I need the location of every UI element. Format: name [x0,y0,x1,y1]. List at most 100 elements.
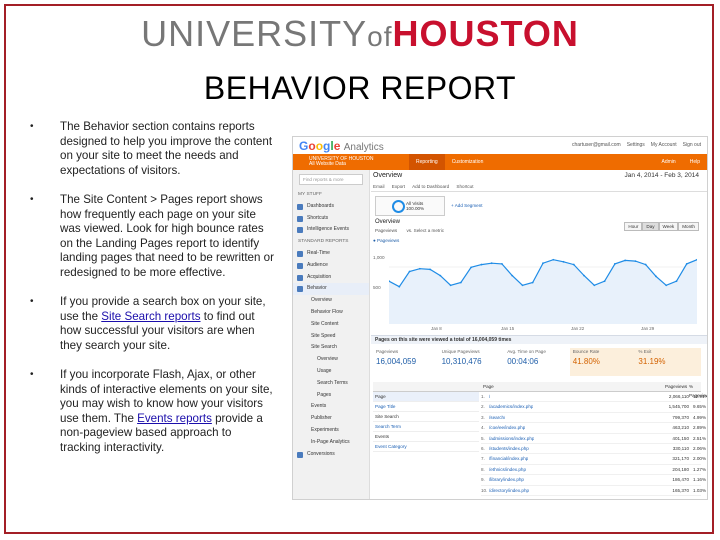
sidebar-item-audience[interactable]: Audience [293,260,369,272]
data-point[interactable] [389,280,390,283]
dimension-event-category[interactable]: Event Category [373,442,479,452]
sidebar-item-in-page-analytics[interactable]: In-Page Analytics [311,438,350,445]
table-row[interactable]: 2. /academics/index.php 1,545,700 9.65% [481,402,706,413]
table-row[interactable]: 4. /coe/ee/index.php 463,210 2.89% [481,423,706,434]
table-row[interactable]: 10./directory/index.php 165,370 1.03% [481,486,706,496]
month-button[interactable]: Month [678,222,699,231]
data-point[interactable] [552,258,555,261]
data-point[interactable] [685,262,688,265]
hour-button[interactable]: Hour [624,222,643,231]
data-point[interactable] [408,270,411,273]
tab-help[interactable]: Help [689,159,700,165]
table-row[interactable]: 1. / 2,066,110 12.91% [481,392,707,403]
table-row[interactable]: 3. /search/799,370 4.99% [481,413,706,424]
sidebar-item-site-speed[interactable]: Site Speed [311,332,336,339]
data-point[interactable] [593,284,596,287]
dimension-page-title[interactable]: Page Title [373,402,479,412]
search-input[interactable]: Find reports & more [299,174,363,185]
account-selector[interactable]: UNIVERSITY OF HOUSTON All Website Data [309,157,409,167]
col-page[interactable]: Page [483,384,494,389]
row-page-link[interactable]: /search/ [489,414,506,420]
table-row[interactable]: 9. /library/index.php 186,470 1.16% [481,475,706,486]
data-point[interactable] [583,274,585,277]
table-row[interactable]: 6. /students/index.php 330,110 2.06% [481,444,706,455]
table-row[interactable]: 5. /admissions/index.php 401,150 2.51% [481,434,706,444]
data-point[interactable] [572,263,575,266]
col-pageviews[interactable]: Pageviews [665,384,688,389]
data-point[interactable] [490,262,493,265]
row-page-link[interactable]: /admissions/index.php [489,435,535,441]
data-point[interactable] [634,260,637,263]
data-point[interactable] [675,280,678,283]
sidebar-item-overview[interactable]: Overview [311,297,332,304]
sidebar-item-events[interactable]: Events [311,403,327,410]
settings-link[interactable]: Settings [626,142,645,148]
sidebar-item-conversions[interactable]: Conversions [293,449,369,461]
sign-out-link[interactable]: Sign out [682,142,701,148]
data-point[interactable] [613,262,616,265]
row-page-link[interactable]: /financial/index.php [489,456,529,462]
sidebar-item-publisher[interactable]: Publisher [311,415,332,422]
email-button[interactable]: Email [373,184,385,189]
sidebar-item-intelligence-events[interactable]: Intelligence Events [293,224,369,236]
day-button[interactable]: Day [642,222,659,231]
site-search-reports-link[interactable]: Site Search reports [101,309,201,323]
data-point[interactable] [696,258,697,261]
tab-overview[interactable]: Overview [375,219,401,225]
tab-reporting[interactable]: Reporting [409,154,445,170]
sidebar-item-real-time[interactable]: Real-Time [293,248,369,260]
data-point[interactable] [531,281,534,284]
data-point[interactable] [470,266,473,269]
date-range-picker[interactable]: Jan 4, 2014 - Feb 3, 2014 [624,172,699,179]
data-point[interactable] [644,263,647,266]
row-page-link[interactable]: / [489,394,491,399]
add-to-dashboard-button[interactable]: Add to Dashboard [412,184,450,189]
data-point[interactable] [603,280,606,283]
events-reports-link[interactable]: Events reports [137,411,212,425]
data-point[interactable] [449,284,452,287]
data-point[interactable] [429,268,431,271]
table-row[interactable]: 7. /financial/index.php 321,170 2.00% [481,454,706,465]
data-point[interactable] [398,285,401,288]
add-segment-link[interactable]: + Add Segment [451,203,483,208]
sidebar-item-dashboards[interactable]: Dashboards [293,201,369,213]
data-point[interactable] [521,284,524,287]
sidebar-item-site-search[interactable]: Site Search [311,344,337,351]
sidebar-item-behavior-flow[interactable]: Behavior Flow [311,308,343,315]
table-row[interactable]: 8. /ethnics/index.php 204,180 1.27% [481,465,706,476]
row-page-link[interactable]: /library/index.php [489,477,524,483]
metric-dropdown[interactable]: Pageviews [375,228,398,233]
data-point[interactable] [439,274,442,277]
sidebar-item-search-overview[interactable]: Overview [317,356,338,363]
data-point[interactable] [511,274,514,277]
dimension-page[interactable]: Page [373,392,479,402]
sidebar-item-experiments[interactable]: Experiments [311,426,339,433]
data-point[interactable] [542,262,544,265]
sidebar-item-usage[interactable]: Usage [317,367,332,374]
row-page-link[interactable]: /directory/index.php [489,487,530,493]
col-percent-pageviews[interactable]: % Pageviews [689,384,707,398]
row-page-link[interactable]: /academics/index.php [489,404,534,410]
week-button[interactable]: Week [658,222,679,231]
data-point[interactable] [562,260,565,263]
tab-customization[interactable]: Customization [451,159,484,165]
segment-picker[interactable]: All Visits 100.00% [375,196,445,216]
dimension-search-term[interactable]: Search Term [373,422,479,432]
data-point[interactable] [501,262,503,265]
sidebar-item-pages[interactable]: Pages [317,391,332,398]
tab-admin[interactable]: Admin [661,159,676,165]
sidebar-item-acquisition[interactable]: Acquisition [293,272,369,284]
data-point[interactable] [480,263,483,266]
row-page-link[interactable]: /students/index.php [489,445,529,451]
shortcut-button[interactable]: Shortcut [456,184,474,189]
row-page-link[interactable]: /coe/ee/index.php [489,425,526,431]
compare-metric-dropdown[interactable]: vs. Select a metric [406,228,445,233]
data-point[interactable] [655,275,657,278]
data-point[interactable] [418,267,421,270]
sidebar-item-behavior[interactable]: Behavior [293,283,369,296]
export-button[interactable]: Export [391,184,406,189]
sidebar-item-site-content[interactable]: Site Content [311,320,339,327]
sidebar-item-search-terms[interactable]: Search Terms [317,379,348,386]
data-point[interactable] [665,284,668,287]
data-point[interactable] [459,281,462,284]
